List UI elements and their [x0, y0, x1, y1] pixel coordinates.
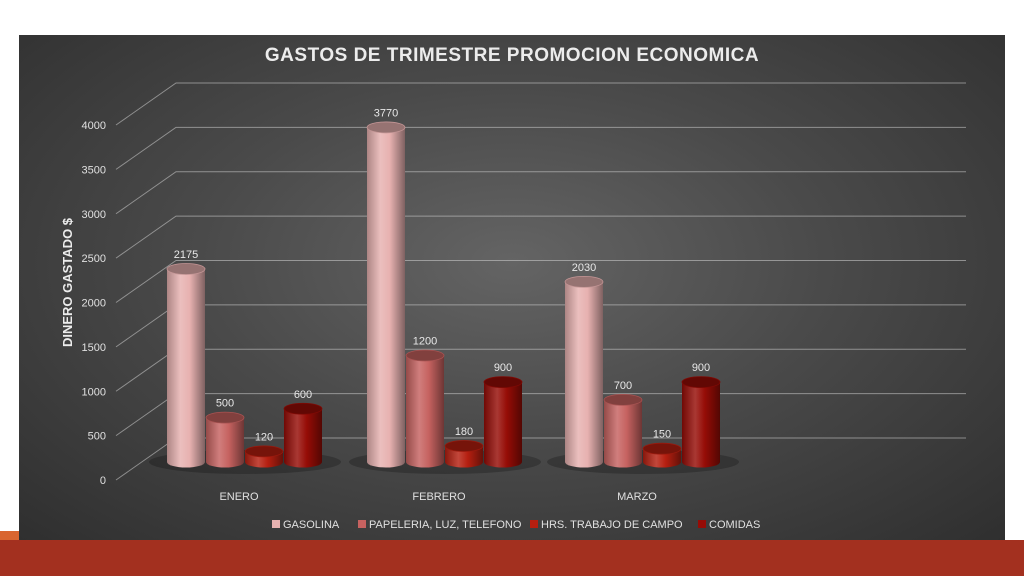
bar-top	[642, 442, 682, 455]
data-label: 2175	[174, 249, 198, 261]
bar-top	[244, 445, 284, 458]
data-label: 120	[255, 431, 273, 443]
y-tick-label: 1000	[82, 386, 106, 398]
data-label: 900	[692, 362, 710, 374]
gridline	[115, 126, 966, 170]
x-tick-label: FEBRERO	[412, 491, 466, 503]
chart-title: GASTOS DE TRIMESTRE PROMOCION ECONOMICA	[264, 45, 760, 66]
y-tick-label: 3500	[82, 164, 106, 176]
legend-label: GASOLINA	[283, 519, 340, 531]
data-label: 900	[494, 362, 512, 374]
data-label: 180	[455, 426, 473, 438]
data-label: 500	[216, 398, 234, 410]
data-label: 3770	[374, 107, 398, 119]
bar	[167, 268, 205, 468]
bar	[284, 408, 322, 468]
y-tick-label: 1500	[82, 342, 106, 354]
bar-top	[405, 349, 445, 362]
y-tick-label: 4000	[82, 120, 106, 132]
y-tick-label: 3000	[82, 209, 106, 221]
slide-accent-bar	[0, 531, 20, 540]
legend-label: HRS. TRABAJO DE CAMPO	[541, 519, 683, 531]
data-label: 600	[294, 389, 312, 401]
y-tick-label: 0	[100, 475, 106, 487]
gridline	[115, 171, 966, 215]
bar-top	[366, 121, 406, 134]
bar	[604, 399, 642, 468]
legend-swatch	[358, 520, 366, 528]
legend-label: PAPELERIA, LUZ, TELEFONO	[369, 519, 522, 531]
gridline	[115, 215, 966, 259]
bar-top	[205, 411, 245, 424]
data-label: 150	[653, 429, 671, 441]
chart-panel: GASTOS DE TRIMESTRE PROMOCION ECONOMICA …	[19, 35, 1005, 540]
bar-top	[483, 376, 523, 389]
legend-swatch	[272, 520, 280, 528]
slide-bottom-band	[0, 540, 1024, 576]
bar-top	[283, 402, 323, 415]
bar	[484, 382, 522, 468]
gridline	[115, 304, 966, 348]
data-label: 1200	[413, 336, 437, 348]
data-label: 700	[614, 380, 632, 392]
y-axis-title: DINERO GASTADO $	[60, 217, 75, 347]
legend-swatch	[530, 520, 538, 528]
gridline	[115, 260, 966, 303]
bar	[445, 446, 483, 468]
y-tick-label: 500	[88, 431, 106, 443]
y-tick-label: 2500	[82, 253, 106, 265]
bar-top	[681, 376, 721, 389]
y-tick-label: 2000	[82, 298, 106, 310]
bar-top	[166, 263, 206, 275]
data-label: 2030	[572, 262, 596, 274]
bar-top	[444, 440, 484, 452]
bar	[206, 417, 244, 468]
legend-swatch	[698, 520, 706, 528]
x-tick-label: MARZO	[617, 491, 657, 503]
gridline	[115, 348, 966, 392]
x-tick-label: ENERO	[219, 491, 259, 503]
bar	[565, 281, 603, 468]
bar	[682, 382, 720, 468]
bar-top	[564, 275, 604, 288]
bar	[367, 127, 405, 468]
chart-canvas: 0 500 1000 1500 2000 2500 3000 3500 4000 DINERO G…	[60, 82, 966, 531]
bar-top	[603, 393, 643, 406]
legend-label: COMIDAS	[709, 519, 760, 531]
gridline	[115, 82, 966, 126]
bar	[406, 355, 444, 468]
